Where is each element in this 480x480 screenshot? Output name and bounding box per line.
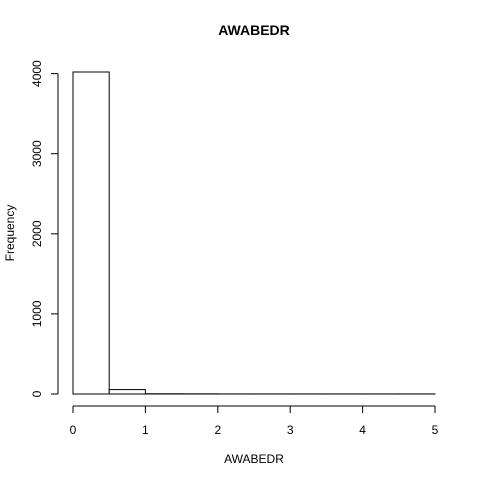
histogram-bar-1 xyxy=(108,389,146,395)
histogram-bar-0 xyxy=(72,71,110,395)
x-tick-label: 5 xyxy=(432,423,439,437)
x-axis-label: AWABEDR xyxy=(224,452,284,466)
x-tick-label: 3 xyxy=(287,423,294,437)
x-tick-label: 1 xyxy=(142,423,149,437)
x-axis: 0 1 2 3 4 5 xyxy=(70,405,439,437)
y-tick-label: 1000 xyxy=(30,300,44,327)
y-axis: 0 1000 2000 3000 4000 xyxy=(30,60,59,397)
histogram-bars xyxy=(72,71,436,395)
x-tick-label: 4 xyxy=(359,423,366,437)
y-tick-label: 4000 xyxy=(30,60,44,87)
chart-title: AWABEDR xyxy=(218,22,290,38)
y-tick-label: 2000 xyxy=(30,220,44,247)
x-tick-label: 2 xyxy=(214,423,221,437)
x-tick-label: 0 xyxy=(70,423,77,437)
y-tick-label: 0 xyxy=(30,390,44,397)
y-tick-label: 3000 xyxy=(30,140,44,167)
y-axis-label: Frequency xyxy=(3,205,17,262)
